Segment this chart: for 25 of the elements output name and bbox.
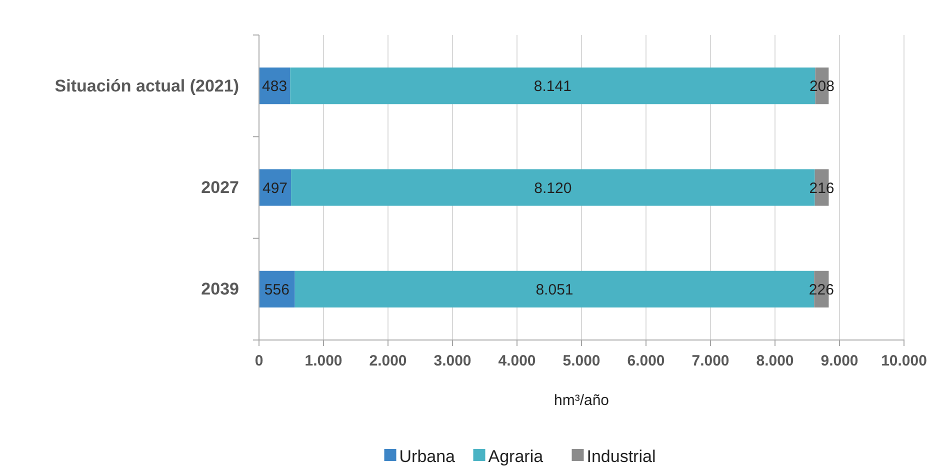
x-tick-label: 3.000	[434, 352, 472, 370]
x-axis-title: hm³/año	[554, 392, 610, 409]
x-tick-label: 1.000	[304, 352, 342, 370]
x-tick-label: 6.000	[627, 352, 665, 370]
data-label: 8.141	[534, 78, 572, 96]
data-label: 8.120	[534, 180, 572, 197]
x-tick-label: 7.000	[692, 352, 730, 370]
x-tick-label: 0	[254, 352, 264, 370]
y-tick-label: 2027	[201, 178, 239, 197]
data-label: 556	[264, 281, 290, 298]
data-label: 497	[262, 180, 288, 197]
x-tick-label: 5.000	[562, 352, 600, 370]
x-tick-label: 10.000	[881, 352, 927, 370]
bar	[259, 169, 292, 206]
legend-label: Agraria	[488, 446, 544, 466]
x-tick-label: 8.000	[756, 352, 794, 370]
data-label: 483	[262, 78, 288, 96]
legend-label: Urbana	[399, 446, 456, 466]
legend-label: Industrial	[586, 446, 656, 466]
y-tick-label: Situación actual (2021)	[54, 76, 239, 96]
x-tick-label: 9.000	[820, 352, 858, 370]
y-tick-label: 2039	[201, 280, 239, 299]
data-label: 8.051	[536, 281, 574, 298]
x-tick-label: 4.000	[498, 352, 536, 370]
x-tick-label: 2.000	[369, 352, 407, 370]
